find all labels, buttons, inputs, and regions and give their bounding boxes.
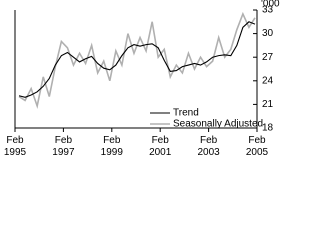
x-tick-label: Feb 1999 — [101, 135, 124, 158]
y-tick-label: 24 — [262, 75, 274, 86]
x-tick-label: Feb 1995 — [4, 135, 27, 158]
legend-label: Seasonally Adjusted — [173, 119, 263, 130]
line — [18, 21, 256, 98]
x-tick-label: Feb 2001 — [149, 135, 172, 158]
y-tick-label: 21 — [262, 99, 274, 110]
chart: '000 18 21 24 27 30 33 Feb 1995 Feb 1997 Feb 1999 Feb… — [4, 0, 280, 158]
y-tick-label: 33 — [262, 5, 274, 16]
x-tick-label: Feb 1997 — [52, 135, 75, 158]
line — [18, 11, 256, 109]
y-unit-label: '000 — [261, 0, 280, 10]
y-tick-label: 18 — [262, 123, 274, 134]
y-tick-label: 30 — [262, 28, 274, 39]
x-tick-label: Feb 2005 — [246, 135, 269, 158]
legend-label: Trend — [173, 108, 199, 119]
y-tick-label: 27 — [262, 52, 274, 63]
x-tick-label: Feb 2003 — [197, 135, 220, 158]
